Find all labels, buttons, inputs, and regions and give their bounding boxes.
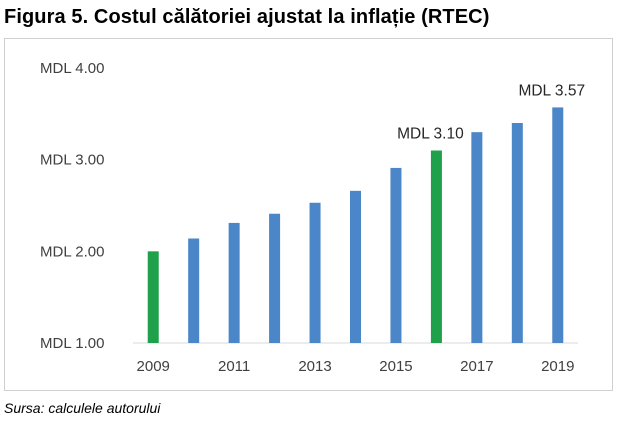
x-tick-label: 2009 <box>137 358 170 375</box>
bar-2014 <box>350 190 361 343</box>
bar-2009 <box>147 251 159 343</box>
bar-2015 <box>390 167 402 343</box>
x-tick-label: 2015 <box>379 358 412 375</box>
bar-2017 <box>471 132 483 343</box>
bar-2013 <box>309 202 321 343</box>
bar-2016 <box>430 150 442 343</box>
bar-2018 <box>511 123 523 343</box>
y-tick-label: MDL 1.00 <box>40 335 104 352</box>
y-tick-label: MDL 4.00 <box>40 60 104 77</box>
bar-2011 <box>228 222 240 343</box>
y-tick-label: MDL 2.00 <box>40 243 104 260</box>
x-tick-label: 2017 <box>460 358 493 375</box>
bar-chart: MDL 1.00 MDL 2.00 MDL 3.00 MDL 4.00 2009 2011… <box>40 60 585 375</box>
y-tick-label: MDL 3.00 <box>40 152 104 169</box>
chart-frame <box>4 38 613 391</box>
bar-2012 <box>269 213 281 343</box>
figure-title: Figura 5. Costul călătoriei ajustat la i… <box>4 6 490 28</box>
data-label-2019: MDL 3.57 <box>518 82 585 99</box>
data-label-2016: MDL 3.10 <box>397 126 464 143</box>
bar-2010 <box>188 238 200 343</box>
x-tick-label: 2019 <box>541 358 574 375</box>
x-tick-label: 2011 <box>218 358 250 375</box>
x-tick-label: 2013 <box>298 358 331 375</box>
source-note: Sursa: calculele autorului <box>4 400 161 416</box>
bar-2019 <box>552 107 564 344</box>
